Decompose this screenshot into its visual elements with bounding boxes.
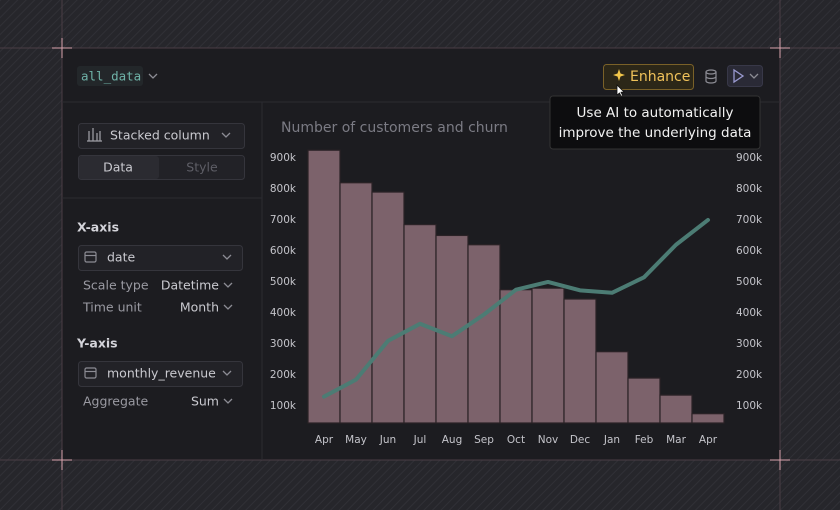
chart-type-dropdown[interactable] — [78, 123, 245, 149]
x-tick-label: Dec — [570, 434, 591, 446]
chart-title: Number of customers and churn — [281, 120, 508, 136]
tab[interactable]: Data — [103, 160, 133, 175]
chart-icon — [87, 128, 102, 142]
chevron[interactable] — [148, 73, 158, 79]
bar — [627, 377, 661, 424]
bar — [691, 413, 725, 424]
setting-label: Aggregate — [83, 394, 148, 409]
setting-value[interactable]: Sum — [191, 394, 219, 409]
chart-type[interactable]: Stacked column — [110, 128, 210, 143]
y-tick-label: 500k — [270, 276, 297, 288]
x-tick-label: May — [345, 434, 367, 446]
x-tick-label: Jan — [603, 434, 620, 446]
x-tick-label: Sep — [474, 434, 494, 446]
setting-label: Scale type — [83, 278, 149, 293]
dataset-name[interactable]: all_data — [81, 69, 141, 84]
x-tick-label: Nov — [538, 434, 559, 446]
x-tick-label: Feb — [635, 434, 654, 446]
tooltip — [549, 95, 761, 150]
bar — [339, 182, 373, 424]
bar — [595, 351, 629, 424]
bar — [307, 149, 341, 424]
setting-label: Time unit — [82, 300, 142, 315]
tab-active[interactable] — [79, 156, 159, 179]
field-dropdown[interactable] — [78, 361, 243, 387]
x-tick-label: Oct — [507, 434, 525, 446]
database-icon[interactable] — [705, 69, 717, 84]
bar — [563, 298, 597, 424]
y-tick-label: 900k — [270, 152, 297, 164]
y-tick-label: 700k — [270, 214, 297, 226]
y2-tick-label: 200k — [736, 369, 763, 381]
x-tick-label: Apr — [315, 434, 334, 446]
y2-tick-label: 800k — [736, 183, 763, 195]
crosshairs — [52, 38, 790, 470]
bar — [659, 394, 693, 424]
x-tick-label: Mar — [666, 434, 686, 446]
y-tick-label: 600k — [270, 245, 297, 257]
y2-tick-label: 400k — [736, 307, 763, 319]
x-tick-label: Aug — [442, 434, 463, 446]
calendar-icon — [84, 367, 97, 379]
field-name[interactable]: date — [107, 250, 135, 265]
y2-tick-label: 500k — [736, 276, 763, 288]
y-tick-label: 800k — [270, 183, 297, 195]
y2-tick-label: 700k — [736, 214, 763, 226]
x-tick-label: Jul — [413, 434, 427, 446]
run-button[interactable] — [727, 65, 763, 87]
bar — [467, 244, 501, 424]
tooltip-line: Use AI to automatically — [577, 105, 734, 121]
enhance-button[interactable] — [603, 64, 694, 90]
bar — [371, 191, 405, 424]
play-icon — [733, 68, 745, 84]
chevron[interactable] — [749, 73, 759, 79]
y2-tick-label: 600k — [736, 245, 763, 257]
field-name[interactable]: monthly_revenue — [107, 366, 216, 381]
y2-tick-label: 900k — [736, 152, 763, 164]
setting-value[interactable]: Month — [180, 300, 219, 315]
setting-value[interactable]: Datetime — [161, 278, 219, 293]
x-tick-label: Jun — [379, 434, 396, 446]
field-dropdown[interactable] — [78, 245, 243, 271]
sparkle-icon — [613, 69, 625, 81]
calendar-icon — [84, 251, 97, 263]
bar — [499, 289, 533, 424]
bar — [531, 287, 565, 424]
y2-tick-label: 100k — [736, 400, 763, 412]
section-title: X-axis — [77, 220, 119, 235]
tooltip-line: improve the underlying data — [559, 125, 752, 141]
enhance-label[interactable]: Enhance — [630, 69, 690, 85]
y-tick-label: 400k — [270, 307, 297, 319]
y-tick-label: 200k — [270, 369, 297, 381]
y-tick-label: 100k — [270, 400, 297, 412]
section-title: Y-axis — [76, 336, 118, 351]
dataset-chip[interactable] — [77, 66, 143, 86]
x-tick-label: Apr — [699, 434, 718, 446]
y2-tick-label: 300k — [736, 338, 763, 350]
y-tick-label: 300k — [270, 338, 297, 350]
tab[interactable]: Style — [186, 160, 218, 175]
line — [322, 217, 710, 399]
